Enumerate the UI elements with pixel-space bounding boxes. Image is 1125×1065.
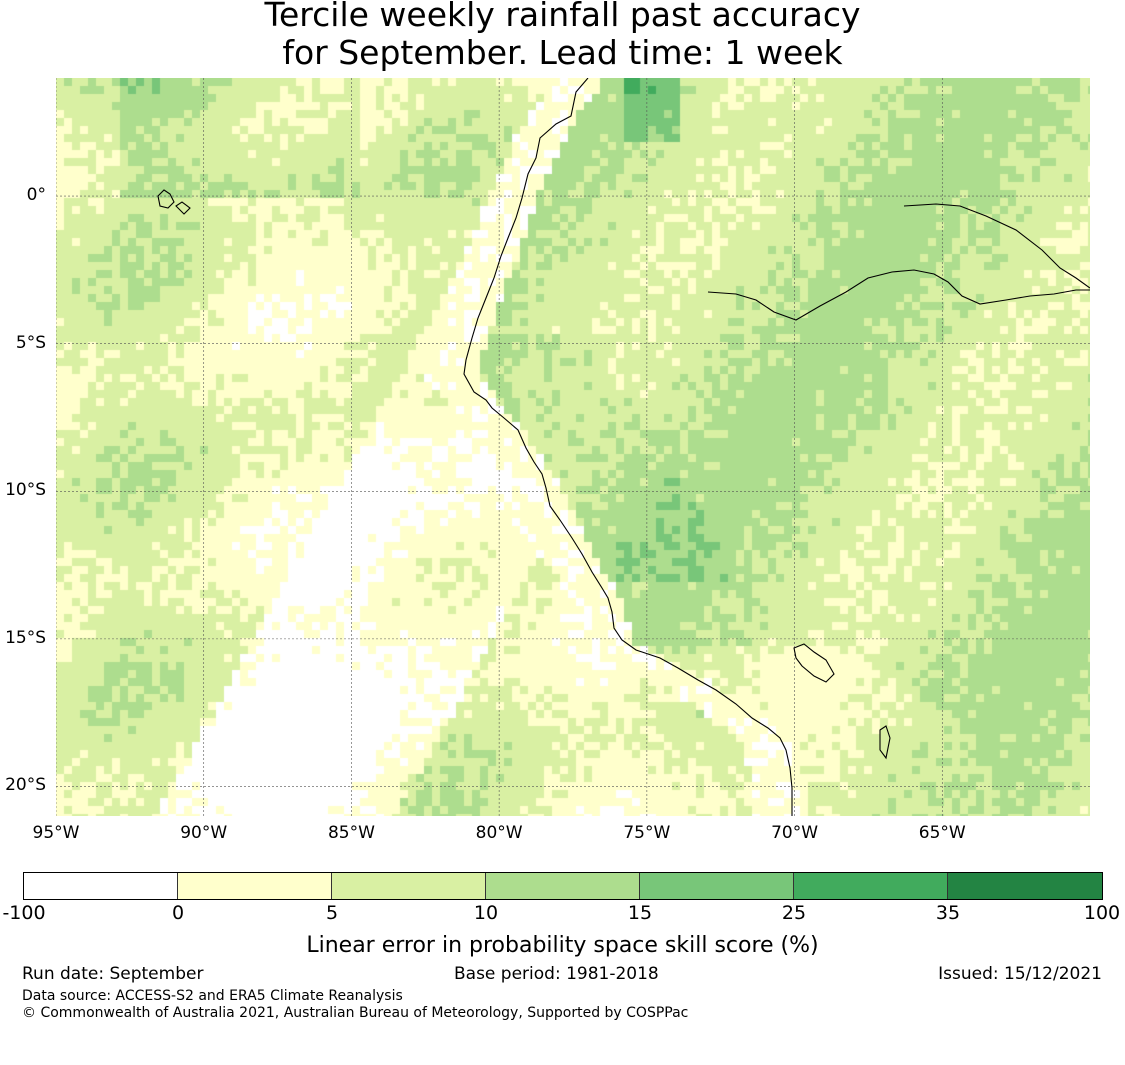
skill-raster bbox=[56, 78, 1090, 816]
lat-label: 10°S bbox=[5, 480, 46, 501]
gridlines bbox=[56, 78, 1090, 816]
chart-title: Tercile weekly rainfall past accuracy fo… bbox=[0, 0, 1125, 72]
coastline-path bbox=[463, 78, 793, 816]
colorbar-segment bbox=[640, 873, 794, 899]
lake-titicaca bbox=[793, 643, 835, 683]
lake-poopo bbox=[879, 725, 891, 760]
galapagos-island-1 bbox=[157, 189, 175, 209]
colorbar-tick: 15 bbox=[627, 902, 653, 924]
colorbar-segment bbox=[486, 873, 640, 899]
colorbar-tick: 5 bbox=[325, 902, 339, 924]
lon-label: 90°W bbox=[180, 823, 228, 843]
colorbar-tick: 35 bbox=[935, 902, 961, 924]
amazon-river-lower bbox=[707, 269, 1090, 321]
colorbar-tick: -100 bbox=[2, 902, 46, 924]
lon-label: 75°W bbox=[623, 823, 671, 843]
lon-label: 95°W bbox=[32, 823, 80, 843]
galapagos-island-2 bbox=[175, 201, 191, 215]
coastline bbox=[157, 78, 1090, 816]
lon-label: 85°W bbox=[327, 823, 375, 843]
colorbar-tick: 25 bbox=[781, 902, 807, 924]
map-overlay bbox=[56, 78, 1090, 816]
lat-label: 20°S bbox=[5, 775, 46, 796]
lat-label: 5°S bbox=[15, 332, 46, 353]
colorbar bbox=[23, 872, 1103, 900]
colorbar-tick: 100 bbox=[1083, 902, 1121, 924]
colorbar-tick: 0 bbox=[171, 902, 185, 924]
base-period: Base period: 1981-2018 bbox=[454, 964, 659, 984]
lat-label: 0° bbox=[26, 185, 46, 206]
colorbar-segment bbox=[948, 873, 1102, 899]
copyright: © Commonwealth of Australia 2021, Austra… bbox=[22, 1005, 689, 1021]
amazon-river bbox=[903, 203, 1090, 289]
skill-map bbox=[56, 78, 1090, 816]
colorbar-segment bbox=[794, 873, 948, 899]
colorbar-label: Linear error in probability space skill … bbox=[306, 933, 819, 958]
title-line-1: Tercile weekly rainfall past accuracy bbox=[264, 0, 861, 34]
lon-label: 65°W bbox=[918, 823, 966, 843]
title-line-2: for September. Lead time: 1 week bbox=[282, 33, 843, 72]
lon-label: 80°W bbox=[475, 823, 523, 843]
lat-label: 15°S bbox=[5, 627, 46, 648]
colorbar-segment bbox=[24, 873, 178, 899]
colorbar-segment bbox=[178, 873, 332, 899]
lon-label: 70°W bbox=[771, 823, 819, 843]
issued-date: Issued: 15/12/2021 bbox=[938, 964, 1102, 984]
colorbar-segment bbox=[332, 873, 486, 899]
colorbar-tick: 10 bbox=[473, 902, 499, 924]
run-date: Run date: September bbox=[22, 964, 204, 984]
data-source: Data source: ACCESS-S2 and ERA5 Climate … bbox=[22, 988, 403, 1004]
